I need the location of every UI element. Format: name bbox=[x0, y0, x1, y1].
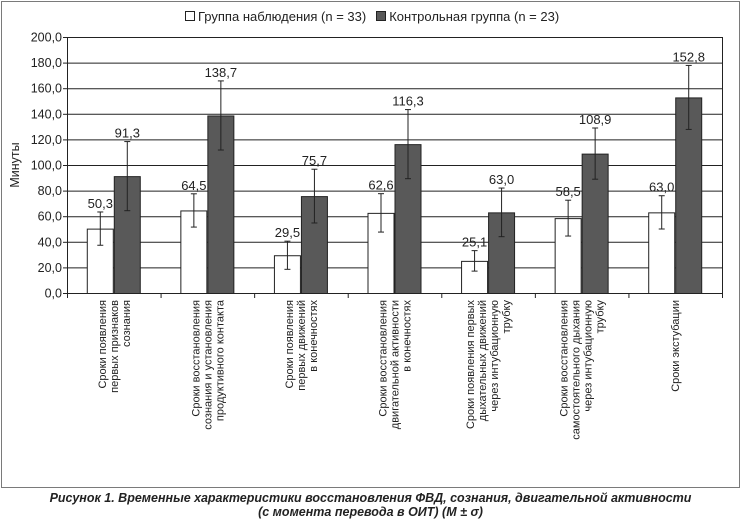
category-label: сознания и установления bbox=[202, 300, 214, 430]
category-label: первых признаков bbox=[109, 300, 121, 393]
category-label: сознания bbox=[121, 300, 133, 347]
data-label-observation: 62,6 bbox=[368, 178, 393, 193]
bar-control bbox=[207, 115, 235, 294]
category-label: двигательной активности bbox=[390, 300, 402, 429]
category-label: Сроки экстубации bbox=[670, 300, 682, 392]
y-tick-label: 80,0 bbox=[38, 184, 62, 198]
data-label-observation: 29,5 bbox=[275, 225, 300, 240]
category-label: Сроки появления bbox=[284, 300, 296, 389]
y-tick-label: 20,0 bbox=[38, 261, 62, 275]
y-tick-label: 40,0 bbox=[38, 235, 62, 249]
data-label-control: 152,8 bbox=[672, 49, 705, 64]
data-label-control: 108,9 bbox=[579, 112, 612, 127]
category-label: Сроки появления bbox=[97, 300, 109, 389]
category-label: дыхательных движений bbox=[477, 300, 489, 421]
category-label: через интубационную bbox=[583, 300, 595, 412]
category-label: трубку bbox=[501, 300, 513, 334]
data-label-control: 138,7 bbox=[205, 65, 238, 80]
legend-label-observation: Группа наблюдения (n = 33) bbox=[198, 8, 367, 24]
y-tick-label: 120,0 bbox=[31, 133, 62, 147]
category-label: в конечностях bbox=[308, 300, 320, 372]
legend-swatch-observation bbox=[185, 11, 195, 21]
category-label: Сроки появления первых bbox=[465, 300, 477, 430]
category-label: продуктивного контакта bbox=[214, 299, 226, 421]
category-label: трубку bbox=[595, 300, 607, 334]
data-label-observation: 63,0 bbox=[649, 180, 674, 195]
data-label-control: 75,7 bbox=[302, 153, 327, 168]
y-tick-label: 160,0 bbox=[31, 82, 62, 96]
category-label: Сроки восстановления bbox=[559, 300, 571, 417]
data-label-observation: 25,1 bbox=[462, 235, 487, 250]
figure-caption: Рисунок 1. Временные характеристики восс… bbox=[0, 491, 741, 519]
data-label-observation: 58,5 bbox=[555, 184, 580, 199]
data-label-control: 91,3 bbox=[115, 126, 140, 141]
y-tick-label: 60,0 bbox=[38, 210, 62, 224]
category-label: Сроки восстановления bbox=[378, 300, 390, 417]
caption-line-2: (с момента перевода в ОИТ) (M ± σ) bbox=[258, 505, 483, 519]
legend-swatch-control bbox=[376, 11, 387, 21]
category-label: первых движений bbox=[296, 300, 308, 391]
y-tick-label: 140,0 bbox=[31, 107, 62, 121]
data-label-control: 63,0 bbox=[489, 172, 514, 187]
legend-item-control: Контрольная группа (n = 23) bbox=[376, 9, 559, 24]
chart-legend: Группа наблюдения (n = 33) Контрольная г… bbox=[185, 7, 559, 25]
category-label: самостоятельного дыхания bbox=[571, 300, 583, 440]
bar-chart: 0,0 20,0 40,0 60,0 80,0 100,0 120,0 140,0 160,0 1… bbox=[8, 31, 723, 440]
y-tick-label: 180,0 bbox=[31, 56, 62, 70]
caption-line-1: Рисунок 1. Временные характеристики восс… bbox=[49, 491, 692, 505]
category-label: в конечностях bbox=[402, 300, 414, 372]
legend-item-observation: Группа наблюдения (n = 33) bbox=[185, 9, 366, 24]
y-tick-label: 200,0 bbox=[31, 31, 62, 45]
y-axis-title: Минуты bbox=[8, 142, 22, 187]
data-label-observation: 64,5 bbox=[181, 178, 206, 193]
bar-observation bbox=[86, 228, 114, 294]
category-label: через интубационную bbox=[489, 300, 501, 412]
y-tick-label: 0,0 bbox=[45, 287, 62, 301]
data-label-observation: 50,3 bbox=[88, 196, 113, 211]
category-label: Сроки восстановления bbox=[190, 300, 202, 417]
legend-label-control: Контрольная группа (n = 23) bbox=[389, 8, 560, 24]
y-tick-label: 100,0 bbox=[31, 159, 62, 173]
data-label-control: 116,3 bbox=[392, 94, 424, 109]
